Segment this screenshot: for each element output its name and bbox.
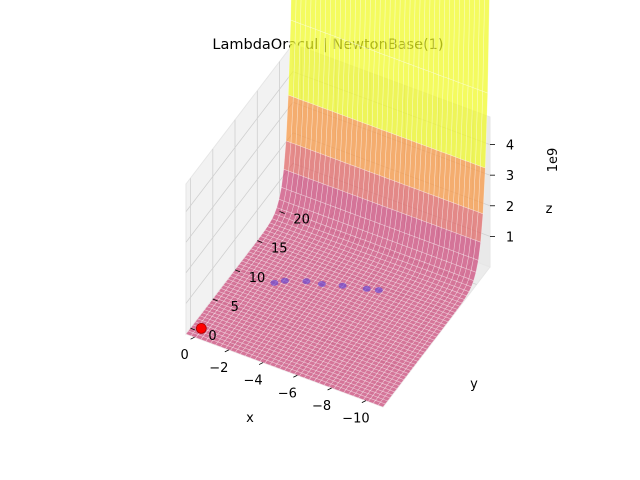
surface-facet [383, 0, 391, 57]
path-point [317, 281, 326, 287]
y-tick-label: 15 [271, 242, 288, 257]
x-tick-label: −10 [342, 412, 369, 427]
path-point [374, 287, 383, 294]
x-tick-label: −2 [209, 361, 228, 376]
surface-facet [418, 0, 426, 70]
y-tick-label: 5 [231, 300, 239, 315]
path-point [362, 285, 371, 292]
x-tick-mark [293, 374, 298, 378]
path-point [270, 279, 279, 286]
x-tick-mark [361, 400, 367, 404]
surface-facet [324, 0, 332, 36]
path-point [302, 278, 311, 285]
path-markers [195, 277, 383, 334]
surface-plot [185, 0, 490, 408]
x-tick-mark [224, 349, 230, 353]
x-tick-mark [327, 387, 332, 391]
surface-facet [388, 0, 396, 59]
surface-facet [329, 0, 336, 37]
surface-facet [428, 0, 436, 74]
z-axis-offset-label: 1e9 [546, 148, 561, 173]
surface-facet [442, 0, 451, 79]
y-tick-mark [212, 298, 218, 302]
surface-facet [290, 0, 297, 23]
surface-facet [354, 0, 361, 47]
surface-facet [378, 0, 386, 56]
surface-facet [349, 0, 356, 45]
z-tick-label: 1 [506, 230, 514, 245]
z-tick-label: 2 [506, 200, 514, 215]
surface-facet [482, 0, 490, 94]
surface-facet [467, 0, 475, 88]
surface-facet [314, 0, 322, 32]
path-point [338, 282, 347, 289]
y-tick-label: 0 [208, 329, 216, 344]
surface-facet [423, 0, 431, 72]
surface-facet [339, 0, 346, 41]
surface-facet [305, 0, 312, 28]
surface-facet [369, 0, 376, 52]
x-axis-label: x [246, 411, 254, 426]
surface-facet [408, 0, 416, 67]
surface-facet [433, 0, 441, 76]
y-tick-label: 20 [293, 213, 310, 228]
surface-facet [344, 0, 351, 43]
x-tick-label: −4 [244, 374, 263, 389]
surface-facet [457, 0, 465, 85]
surface-facet [477, 0, 485, 92]
y-tick-mark [190, 327, 196, 331]
surface-facet [393, 0, 401, 61]
surface-facet [364, 0, 371, 50]
surface-facet [300, 0, 307, 26]
x-tick-label: 0 [180, 348, 188, 363]
y-tick-mark [234, 269, 241, 273]
y-axis-label: y [470, 377, 478, 392]
surface-facet [472, 0, 480, 90]
z-tick-label: 4 [506, 139, 514, 154]
surface-facet [403, 0, 411, 65]
path-point [280, 277, 289, 284]
surface-facet [295, 0, 302, 25]
surface-facet [374, 0, 381, 54]
surface-facet [447, 0, 455, 81]
z-axis-label: z [546, 202, 553, 217]
start-point [195, 322, 207, 334]
y-tick-mark [279, 211, 285, 214]
surface-facet [462, 0, 470, 87]
surface-facet [310, 0, 317, 30]
x-tick-label: −6 [278, 386, 297, 401]
z-tick-label: 3 [506, 169, 514, 184]
y-tick-label: 10 [249, 271, 266, 286]
surface-facet [398, 0, 406, 63]
surface-facet [438, 0, 446, 78]
x-tick-mark [258, 362, 264, 365]
surface-facet [319, 0, 327, 34]
surface-facet [359, 0, 366, 48]
x-tick-mark [190, 336, 195, 340]
x-tick-label: −8 [312, 399, 331, 414]
surface-facet [452, 0, 460, 83]
y-tick-mark [257, 240, 263, 244]
surface-facet [413, 0, 421, 68]
surface-facet [334, 0, 341, 39]
